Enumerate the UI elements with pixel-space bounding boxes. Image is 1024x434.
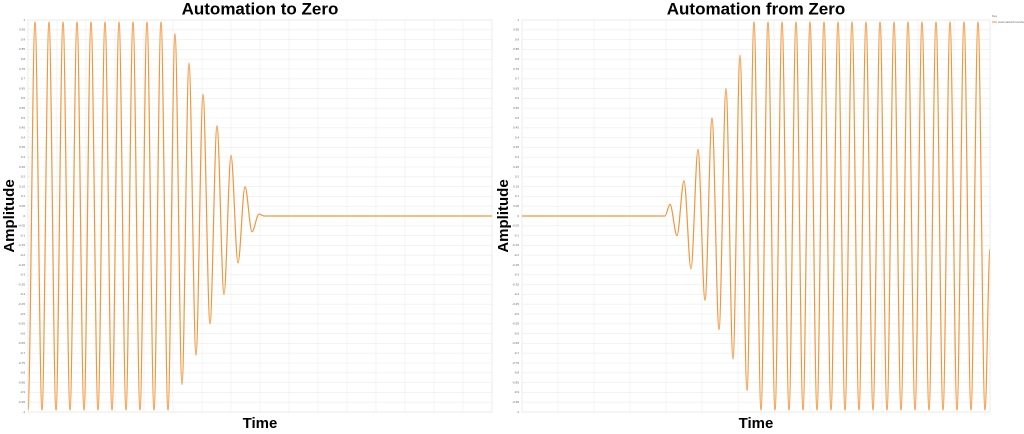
y-tick-label: 0 bbox=[517, 214, 519, 218]
y-tick-label: -0.55 bbox=[18, 322, 25, 326]
y-tick-label: 0.1 bbox=[21, 194, 26, 198]
y-tick-label: 1 bbox=[517, 18, 519, 22]
waveform bbox=[27, 21, 492, 411]
y-tick-label: -0.3 bbox=[514, 273, 520, 277]
y-tick-label: 0.35 bbox=[513, 145, 519, 149]
y-tick-label: 0.7 bbox=[515, 77, 520, 81]
y-tick-label: 0.8 bbox=[515, 57, 520, 61]
y-tick-label: -0.7 bbox=[20, 351, 26, 355]
y-tick-label: 0.75 bbox=[19, 67, 25, 71]
y-tick-label: -0.75 bbox=[512, 361, 519, 365]
y-axis-label: Amplitude bbox=[1, 179, 18, 252]
y-tick-label: -0.45 bbox=[18, 302, 25, 306]
y-tick-label: -0.8 bbox=[20, 371, 26, 375]
y-tick-label: -0.85 bbox=[512, 380, 519, 384]
y-tick-label: 0.75 bbox=[513, 67, 519, 71]
y-tick-label: -0.95 bbox=[512, 400, 519, 404]
y-tick-label: -0.2 bbox=[20, 253, 26, 257]
y-tick-label: 0.55 bbox=[19, 106, 25, 110]
y-tick-label: 0.1 bbox=[515, 194, 520, 198]
y-tick-label: 0.3 bbox=[515, 155, 520, 159]
y-tick-label: -0.15 bbox=[512, 243, 519, 247]
y-tick-label: 0.2 bbox=[515, 175, 520, 179]
y-tick-label: -0.7 bbox=[514, 351, 520, 355]
y-tick-label: 0.7 bbox=[21, 77, 26, 81]
y-tick-label: 0.4 bbox=[21, 135, 26, 139]
y-tick-label: 0.25 bbox=[513, 165, 519, 169]
y-axis-label: Amplitude bbox=[495, 179, 512, 252]
y-tick-label: -0.3 bbox=[20, 273, 26, 277]
y-tick-label: 0.8 bbox=[21, 57, 26, 61]
y-tick-label: 0.95 bbox=[513, 28, 519, 32]
y-tick-label: 0.15 bbox=[513, 184, 519, 188]
y-tick-label: 0.3 bbox=[21, 155, 26, 159]
y-tick-label: -0.95 bbox=[18, 400, 25, 404]
y-tick-label: 0.2 bbox=[21, 175, 26, 179]
y-tick-label: -0.15 bbox=[18, 243, 25, 247]
y-tick-label: -0.9 bbox=[514, 390, 520, 394]
y-tick-label: -0.75 bbox=[18, 361, 25, 365]
y-tick-label: -0.6 bbox=[20, 331, 26, 335]
y-tick-label: 0.05 bbox=[19, 204, 25, 208]
y-tick-label: 0.45 bbox=[513, 126, 519, 130]
y-tick-label: -0.45 bbox=[512, 302, 519, 306]
y-tick-label: 0 bbox=[23, 214, 25, 218]
chart-title: Automation from Zero bbox=[667, 0, 846, 18]
y-tick-label: -0.9 bbox=[20, 390, 26, 394]
y-tick-label: 0.95 bbox=[19, 28, 25, 32]
y-tick-label: 0.9 bbox=[21, 37, 26, 41]
y-tick-label: -0.25 bbox=[512, 263, 519, 267]
y-tick-label: 0.35 bbox=[19, 145, 25, 149]
y-tick-label: 0.15 bbox=[19, 184, 25, 188]
y-tick-label: 0.65 bbox=[19, 86, 25, 90]
y-tick-label: 0.9 bbox=[515, 37, 520, 41]
y-tick-label: -0.1 bbox=[514, 233, 520, 237]
waveform bbox=[521, 21, 991, 411]
y-tick-label: 0.5 bbox=[21, 116, 26, 120]
y-tick-label: -0.4 bbox=[514, 292, 520, 296]
y-tick-label: 0.6 bbox=[515, 96, 520, 100]
y-tick-label: 0.05 bbox=[513, 204, 519, 208]
y-tick-label: -0.6 bbox=[514, 331, 520, 335]
y-tick-label: -0.2 bbox=[514, 253, 520, 257]
y-tick-label: -0.65 bbox=[18, 341, 25, 345]
legend-label: AutomationFromZero bbox=[998, 20, 1024, 24]
y-tick-label: -0.5 bbox=[514, 312, 520, 316]
y-tick-label: -0.35 bbox=[18, 282, 25, 286]
y-tick-label: -0.05 bbox=[18, 224, 25, 228]
y-tick-label: -0.8 bbox=[514, 371, 520, 375]
y-tick-label: -0.4 bbox=[20, 292, 26, 296]
y-tick-label: -0.65 bbox=[512, 341, 519, 345]
y-tick-label: 0.55 bbox=[513, 106, 519, 110]
y-tick-label: -0.5 bbox=[20, 312, 26, 316]
y-tick-label: 0.45 bbox=[19, 126, 25, 130]
y-tick-label: -0.55 bbox=[512, 322, 519, 326]
x-axis-label: Time bbox=[243, 415, 278, 432]
y-tick-label: -0.1 bbox=[20, 233, 26, 237]
y-tick-label: -1 bbox=[516, 410, 519, 414]
y-tick-label: 0.6 bbox=[21, 96, 26, 100]
x-axis-label: Time bbox=[739, 415, 774, 432]
y-tick-label: 0.85 bbox=[513, 47, 519, 51]
y-tick-label: -0.85 bbox=[18, 380, 25, 384]
y-tick-label: -0.35 bbox=[512, 282, 519, 286]
y-tick-label: 0.85 bbox=[19, 47, 25, 51]
chart-title: Automation to Zero bbox=[182, 0, 339, 18]
y-tick-label: 0.5 bbox=[515, 116, 520, 120]
y-tick-label: -0.25 bbox=[18, 263, 25, 267]
y-tick-label: 0.25 bbox=[19, 165, 25, 169]
y-tick-label: 0.65 bbox=[513, 86, 519, 90]
y-tick-label: 1 bbox=[23, 18, 25, 22]
y-tick-label: -0.05 bbox=[512, 224, 519, 228]
y-tick-label: -1 bbox=[22, 410, 25, 414]
legend-title: Key bbox=[992, 14, 998, 18]
y-tick-label: 0.4 bbox=[515, 135, 520, 139]
